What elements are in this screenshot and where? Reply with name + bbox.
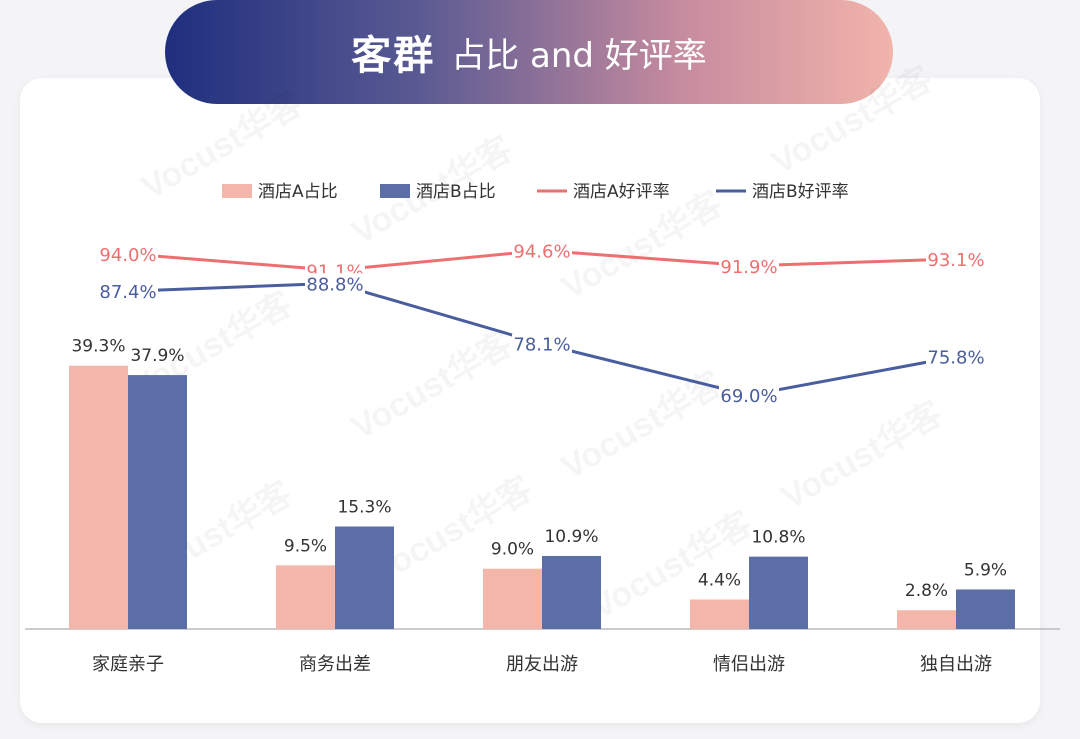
bar-hotel-b — [542, 555, 601, 629]
line-hotel-a-label: 91.9% — [720, 257, 777, 278]
line-hotel-b-label: 88.8% — [306, 274, 363, 295]
bar-hotel-a — [69, 365, 128, 629]
bar-label-hotel-b: 5.9% — [964, 560, 1007, 580]
bar-hotel-a — [897, 610, 956, 629]
legend-swatch — [380, 184, 410, 198]
bar-hotel-a — [276, 565, 335, 629]
bar-hotel-b — [749, 556, 808, 629]
line-hotel-b-label-bg — [98, 281, 158, 304]
line-hotel-b-label-bg — [926, 346, 986, 369]
title-banner: 客群 占比 and 好评率 — [165, 0, 893, 104]
title-rest: 占比 and 好评率 — [451, 35, 707, 76]
x-tick-label: 独自出游 — [920, 654, 992, 675]
line-hotel-b-label-bg — [305, 273, 365, 296]
watermark-text: Vocust华客 — [345, 324, 519, 447]
bar-label-hotel-b: 37.9% — [130, 346, 184, 366]
bar-label-hotel-b: 10.9% — [544, 527, 598, 547]
bar-label-hotel-b: 15.3% — [337, 497, 391, 517]
line-hotel-b-label: 75.8% — [927, 348, 984, 369]
bar-label-hotel-a: 2.8% — [905, 581, 948, 601]
legend-label: 酒店A占比 — [258, 182, 338, 202]
line-hotel-b-label: 78.1% — [513, 335, 570, 356]
bar-hotel-a — [690, 599, 749, 629]
line-hotel-b-label-bg — [719, 385, 779, 408]
line-hotel-a-label-bg — [719, 255, 779, 278]
legend-label: 酒店B好评率 — [752, 182, 849, 202]
line-hotel-a-label: 94.6% — [513, 242, 570, 263]
bar-hotel-b — [956, 589, 1015, 629]
legend-swatch — [222, 184, 252, 198]
legend-label: 酒店A好评率 — [573, 182, 670, 202]
watermark-text: Vocust华客 — [765, 59, 939, 182]
line-hotel-a-label-bg — [512, 240, 572, 263]
line-hotel-b-label-bg — [512, 333, 572, 356]
title-bold: 客群 — [351, 33, 436, 79]
bar-label-hotel-a: 4.4% — [698, 571, 741, 591]
line-hotel-a-label-bg — [926, 248, 986, 271]
bar-hotel-a — [483, 568, 542, 629]
x-tick-label: 朋友出游 — [506, 654, 578, 675]
x-tick-label: 商务出差 — [299, 654, 371, 675]
watermark-text: Vocust华客 — [555, 184, 729, 307]
bar-hotel-b — [128, 375, 187, 629]
bar-label-hotel-b: 10.8% — [751, 528, 805, 548]
line-hotel-a-label: 94.0% — [99, 245, 156, 266]
line-hotel-b-label: 87.4% — [99, 282, 156, 303]
x-tick-label: 家庭亲子 — [92, 654, 164, 675]
x-tick-label: 情侣出游 — [713, 654, 785, 675]
bar-label-hotel-a: 9.0% — [491, 540, 534, 560]
bar-label-hotel-a: 39.3% — [71, 337, 125, 357]
bar-label-hotel-a: 9.5% — [284, 536, 327, 556]
line-hotel-b-label: 69.0% — [720, 386, 777, 407]
line-hotel-a-label-bg — [98, 243, 158, 266]
line-hotel-a-label: 93.1% — [927, 250, 984, 271]
bar-hotel-b — [335, 526, 394, 629]
watermark-text: Vocust华客 — [775, 394, 949, 517]
legend-label: 酒店B占比 — [416, 182, 496, 202]
